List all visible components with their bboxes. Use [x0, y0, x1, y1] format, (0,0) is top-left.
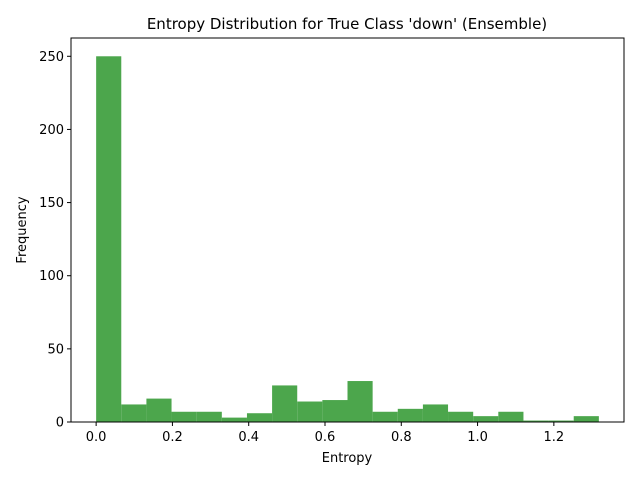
chart-title: Entropy Distribution for True Class 'dow…	[147, 15, 547, 33]
bar	[322, 400, 348, 422]
y-tick-label: 50	[47, 342, 64, 357]
bar	[347, 381, 373, 422]
bar	[146, 398, 172, 422]
bar	[422, 404, 449, 422]
x-axis-label: Entropy	[322, 451, 373, 466]
bar	[246, 413, 273, 422]
x-tick-label: 1.2	[544, 430, 565, 445]
y-tick-label: 100	[39, 269, 64, 284]
bar	[523, 420, 549, 422]
bar	[96, 56, 122, 423]
y-tick-label: 0	[56, 416, 64, 431]
bar	[196, 411, 222, 422]
bar	[548, 420, 574, 422]
x-tick-label: 0.8	[391, 430, 412, 445]
bar	[473, 416, 499, 422]
bar	[498, 411, 524, 422]
y-tick-label: 200	[39, 123, 64, 138]
bar	[573, 416, 599, 422]
bar	[171, 411, 197, 422]
bar	[448, 411, 474, 422]
axes-frame	[70, 37, 625, 423]
bar	[397, 408, 423, 422]
x-tick-label: 0.0	[86, 430, 107, 445]
bar	[297, 401, 323, 422]
x-tick-label: 0.4	[238, 430, 259, 445]
x-tick-label: 0.2	[162, 430, 183, 445]
x-tick-label: 0.6	[315, 430, 336, 445]
bar	[121, 404, 147, 422]
y-tick-label: 150	[39, 196, 64, 211]
bar	[272, 385, 298, 422]
y-axis-label: Frequency	[15, 196, 30, 263]
bar	[372, 411, 398, 422]
x-tick-label: 1.0	[467, 430, 488, 445]
y-tick-label: 250	[39, 50, 64, 65]
bar	[221, 417, 247, 422]
